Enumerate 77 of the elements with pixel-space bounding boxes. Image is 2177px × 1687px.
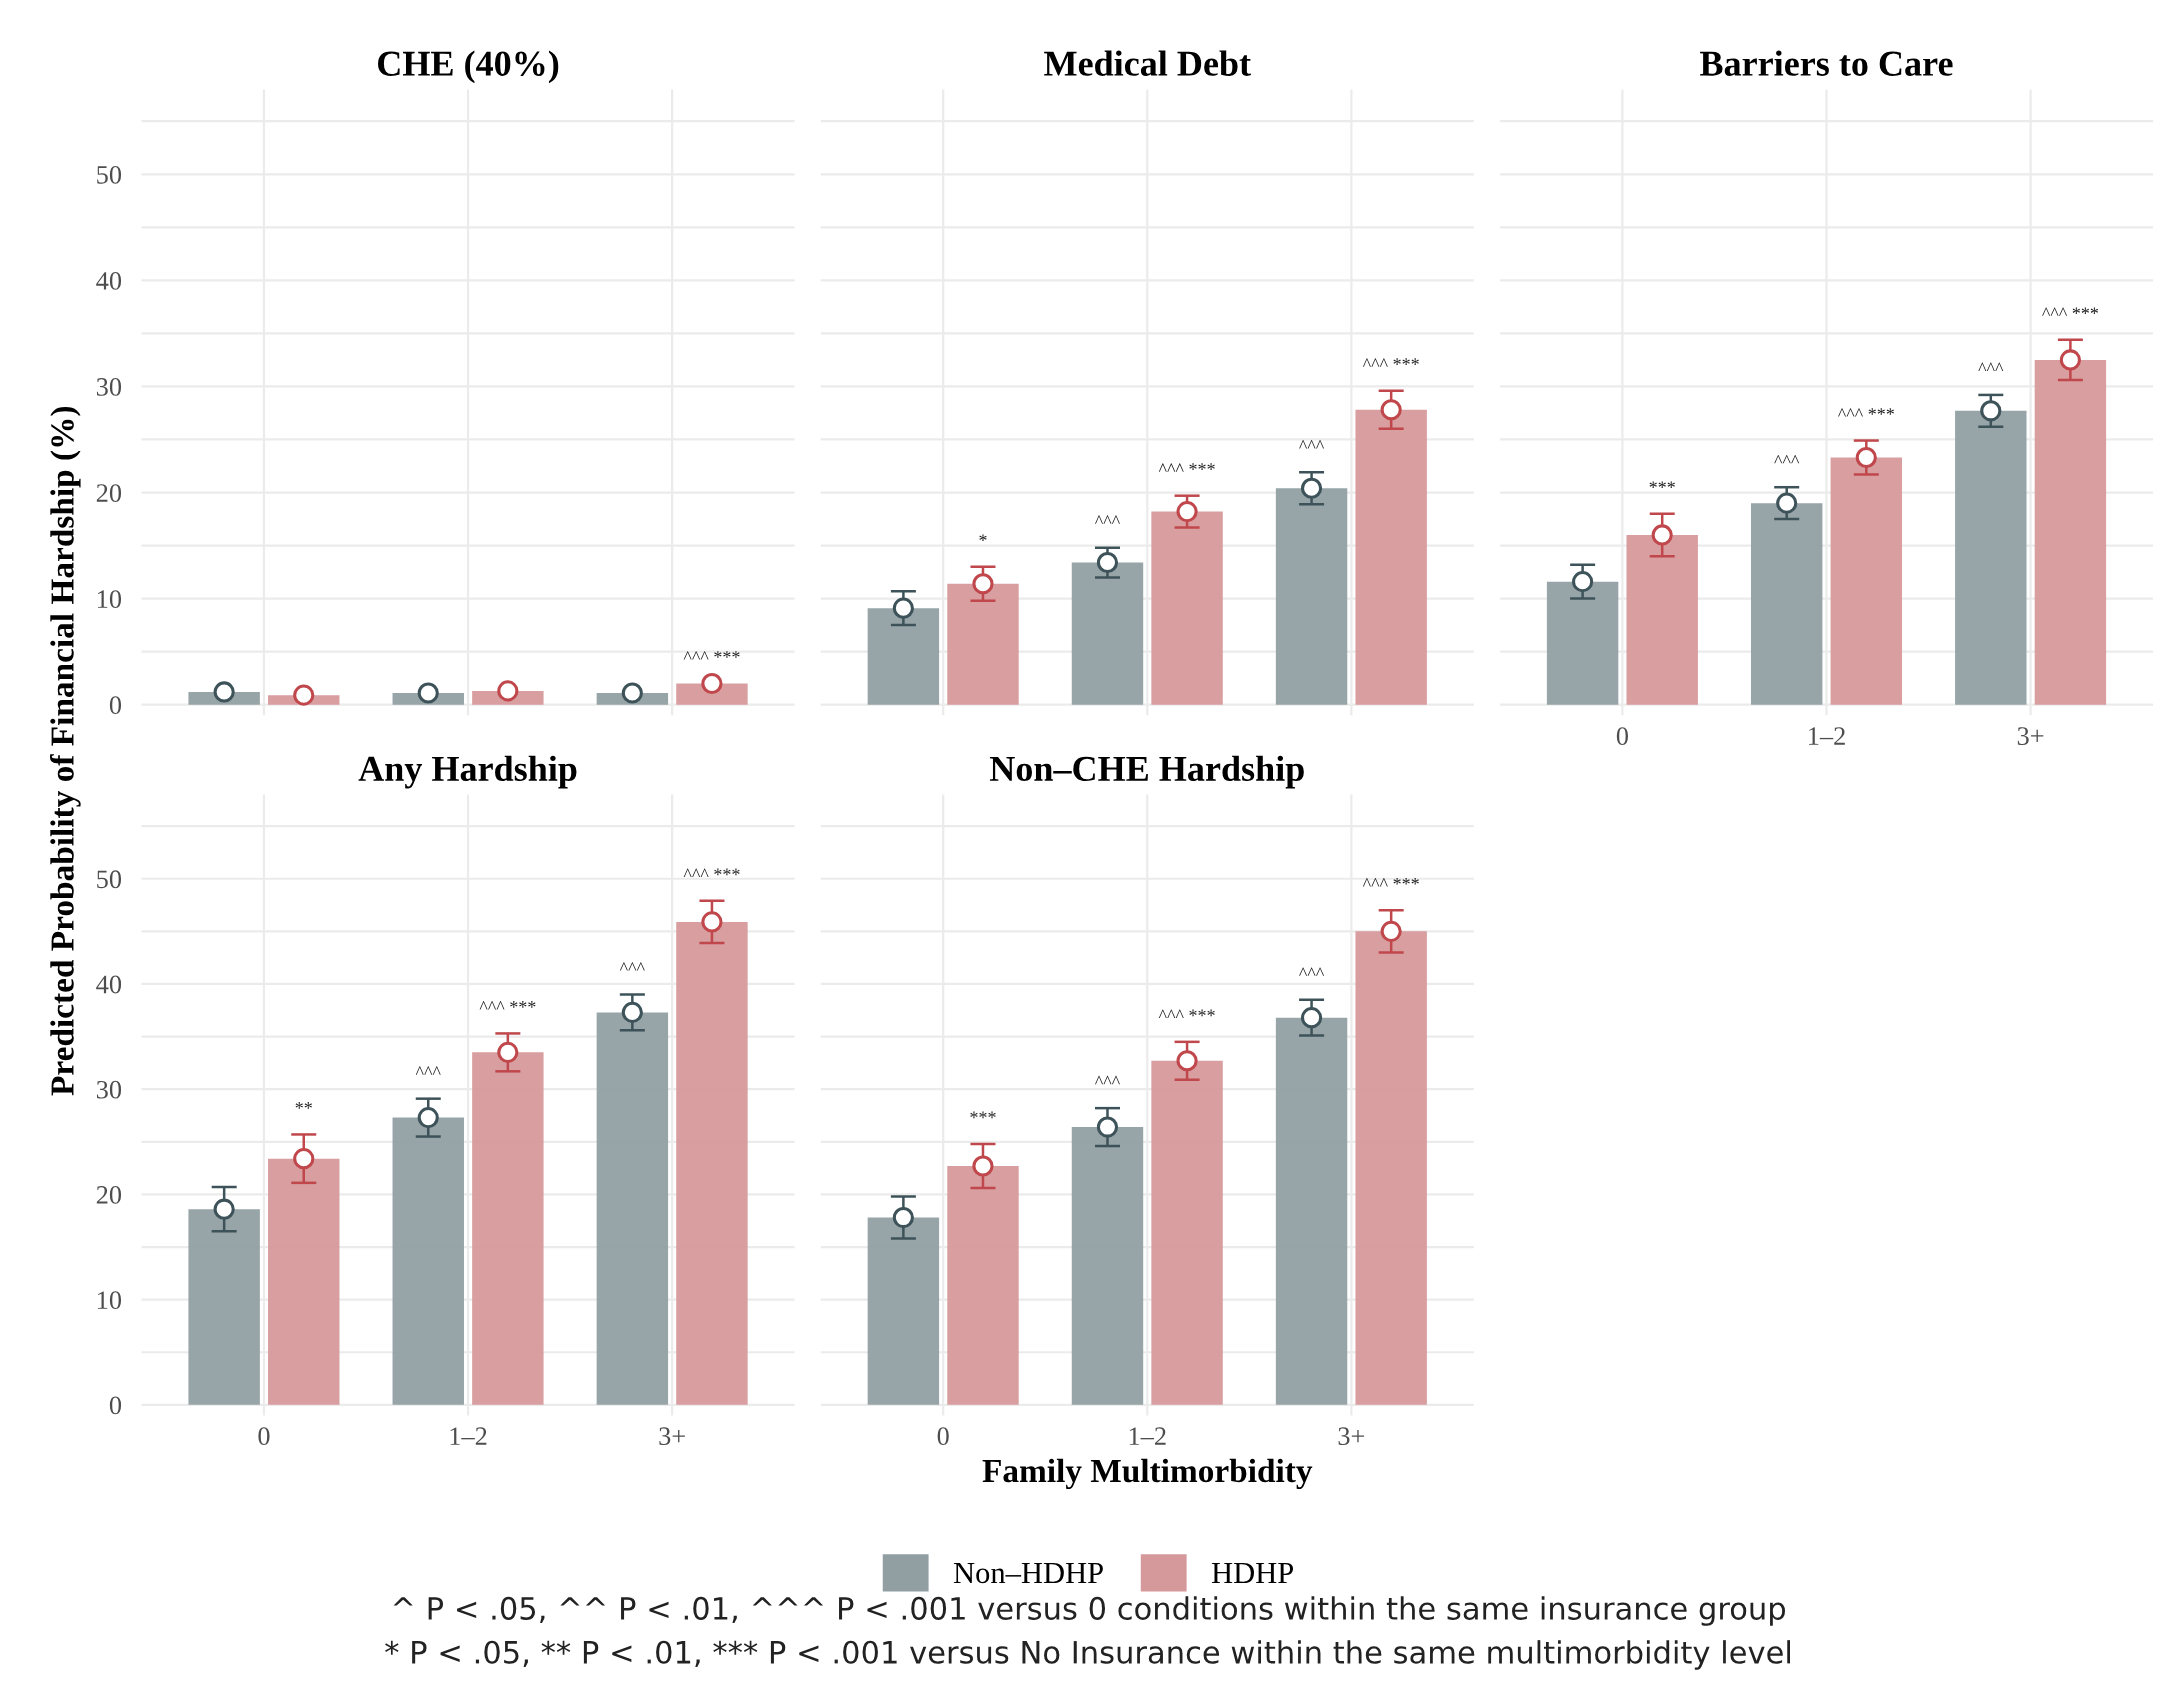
data-label: ^^^ *** bbox=[683, 868, 740, 877]
data-label: ^^^ *** bbox=[1158, 463, 1215, 472]
bar bbox=[392, 1117, 464, 1405]
x-tick-label: 0 bbox=[937, 1427, 949, 1446]
data-label: *** bbox=[970, 1111, 996, 1119]
bar bbox=[2034, 359, 2107, 705]
bar bbox=[1355, 409, 1427, 705]
y-tick-label: 0 bbox=[109, 696, 122, 715]
x-tick-label: 1–2 bbox=[1809, 727, 1845, 745]
data-label: ^^^ bbox=[1299, 967, 1325, 976]
bar bbox=[472, 1052, 544, 1405]
bar bbox=[1626, 534, 1698, 705]
bar bbox=[867, 608, 940, 705]
bar bbox=[1830, 457, 1903, 705]
x-tick-label: 3+ bbox=[659, 1427, 685, 1446]
y-axis-title: Predicted Probability of Financial Hardship (%) bbox=[49, 406, 81, 1096]
text: ^ P < .05, ^^ P < .01, ^^^ P < .001 versus 0 conditions within the same insurance group bbox=[393, 1596, 1786, 1626]
chart-title: CHE (40%) bbox=[378, 50, 559, 84]
y-tick-label: 30 bbox=[96, 1080, 122, 1099]
data-label: ^^^ *** bbox=[1362, 877, 1419, 887]
data-label: ^^^ bbox=[1095, 1075, 1120, 1085]
data-label: ^^^ *** bbox=[2042, 307, 2099, 316]
bar bbox=[268, 1158, 340, 1405]
data-label: ^^^ bbox=[619, 962, 645, 971]
x-tick-label: 3+ bbox=[2017, 727, 2044, 745]
bar bbox=[1275, 488, 1348, 705]
data-label: ^^^ *** bbox=[1838, 408, 1894, 417]
y-tick-label: 40 bbox=[96, 271, 122, 290]
x-tick-label: 0 bbox=[258, 1427, 270, 1446]
x-tick-label: 0 bbox=[1616, 727, 1628, 745]
bar bbox=[947, 1166, 1019, 1405]
y-tick-label: 20 bbox=[96, 484, 122, 502]
data-label: ^^^ *** bbox=[479, 1001, 536, 1010]
data-label: ^^^ bbox=[1095, 515, 1120, 524]
bar bbox=[1151, 1060, 1223, 1405]
data-label: ^^^ *** bbox=[1158, 1009, 1215, 1018]
data-label: ^^^ bbox=[1978, 362, 2004, 371]
data-label: * bbox=[979, 534, 987, 542]
bar bbox=[188, 1209, 260, 1405]
y-tick-label: 30 bbox=[96, 378, 122, 396]
bar bbox=[1071, 562, 1144, 705]
legend-label: Non–HDHP bbox=[953, 1562, 1103, 1584]
data-label: ^^^ bbox=[1299, 440, 1325, 449]
bar bbox=[1955, 410, 2027, 705]
data-label: ** bbox=[295, 1102, 312, 1109]
bar bbox=[1071, 1127, 1144, 1405]
bar bbox=[676, 921, 748, 1405]
bar bbox=[596, 1012, 669, 1405]
y-tick-label: 0 bbox=[109, 1396, 122, 1415]
bar bbox=[1355, 931, 1427, 1405]
bar bbox=[1151, 511, 1223, 705]
y-tick-label: 10 bbox=[97, 1291, 122, 1310]
chart-title: Any Hardship bbox=[358, 755, 577, 789]
data-label: *** bbox=[1649, 481, 1675, 489]
y-tick-label: 50 bbox=[97, 165, 122, 184]
data-label: ^^^ *** bbox=[683, 651, 740, 660]
chart-title: Non–CHE Hardship bbox=[989, 755, 1304, 789]
chart-title: Barriers to Care bbox=[1700, 50, 1953, 76]
legend-label: HDHP bbox=[1211, 1562, 1294, 1584]
x-tick-label: 3+ bbox=[1338, 1427, 1365, 1446]
data-label: ^^^ bbox=[415, 1066, 441, 1075]
y-tick-label: 10 bbox=[97, 590, 122, 609]
text: * P < .05, ** P < .01, *** P < .001 versus No Insurance within the same multimorbidity level bbox=[385, 1640, 1790, 1670]
x-axis-title: Family Multimorbidity bbox=[982, 1458, 1313, 1490]
x-tick-label: 1–2 bbox=[450, 1427, 487, 1445]
bar bbox=[867, 1217, 940, 1405]
bar bbox=[947, 583, 1019, 705]
y-tick-label: 50 bbox=[97, 870, 122, 889]
y-tick-label: 40 bbox=[96, 975, 122, 994]
bar bbox=[1750, 503, 1823, 705]
bar bbox=[1275, 1017, 1348, 1405]
chart-title: Medical Debt bbox=[1044, 50, 1251, 76]
bar bbox=[1546, 581, 1619, 705]
data-label: ^^^ bbox=[1774, 454, 1800, 464]
data-label: ^^^ *** bbox=[1362, 358, 1419, 367]
x-tick-label: 1–2 bbox=[1129, 1427, 1166, 1445]
y-tick-label: 20 bbox=[96, 1186, 122, 1204]
